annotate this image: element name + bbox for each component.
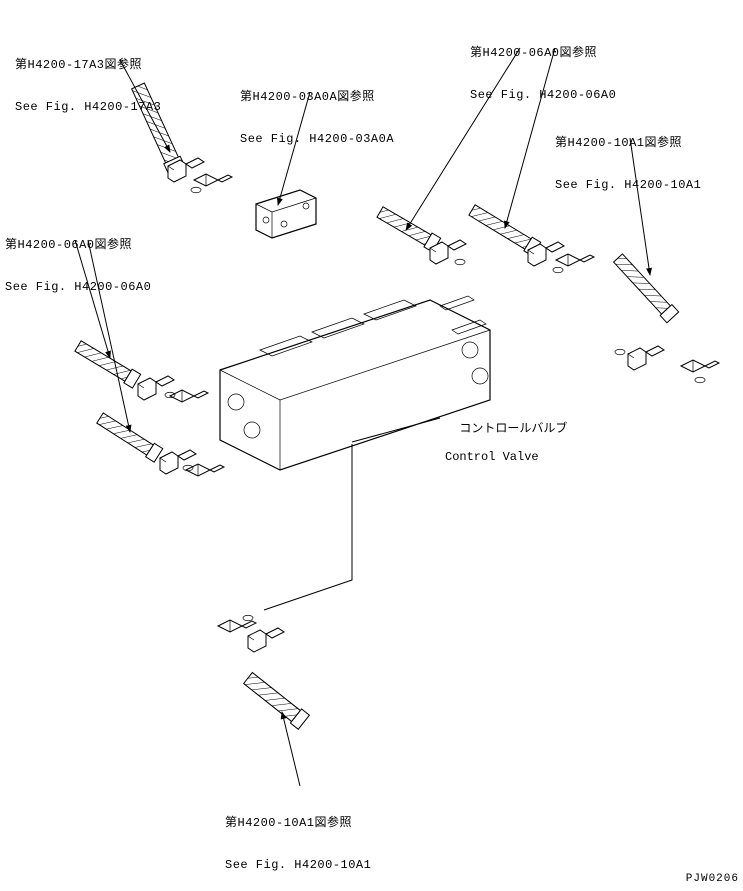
label-top-right-06a0-jp: 第H4200-06A0図参照 (470, 46, 616, 60)
label-bottom-10a1: 第H4200-10A1図参照 See Fig. H4200-10A1 (225, 788, 371, 886)
label-bottom-10a1-jp: 第H4200-10A1図参照 (225, 816, 371, 830)
label-top-left-jp: 第H4200-17A3図参照 (15, 58, 161, 72)
o-rings (165, 187, 705, 621)
label-top-right-10a1: 第H4200-10A1図参照 See Fig. H4200-10A1 (555, 108, 701, 206)
straight-fittings (170, 174, 719, 632)
center-annotation: コントロールバルブ Control Valve (445, 408, 567, 478)
label-top-left: 第H4200-17A3図参照 See Fig. H4200-17A3 (15, 30, 161, 128)
label-top-left-en: See Fig. H4200-17A3 (15, 100, 161, 114)
label-top-mid-en: See Fig. H4200-03A0A (240, 132, 394, 146)
center-annotation-leader (352, 418, 440, 442)
slice-block (256, 190, 316, 238)
center-annotation-jp: コントロールバルブ (459, 422, 567, 436)
center-annotation-en: Control Valve (445, 450, 567, 464)
label-top-mid: 第H4200-03A0A図参照 See Fig. H4200-03A0A (240, 62, 394, 160)
label-top-right-06a0-en: See Fig. H4200-06A0 (470, 88, 616, 102)
drawing-code: PJW0206 (686, 873, 739, 885)
label-top-right-06a0: 第H4200-06A0図参照 See Fig. H4200-06A0 (470, 18, 616, 116)
label-top-mid-jp: 第H4200-03A0A図参照 (240, 90, 394, 104)
label-left-06a0-jp: 第H4200-06A0図参照 (5, 238, 151, 252)
bottom-long-leader (264, 444, 352, 610)
drawing-code-text: PJW0206 (686, 873, 739, 885)
label-top-right-10a1-en: See Fig. H4200-10A1 (555, 178, 701, 192)
label-top-right-10a1-jp: 第H4200-10A1図参照 (555, 136, 701, 150)
label-left-06a0: 第H4200-06A0図参照 See Fig. H4200-06A0 (5, 210, 151, 308)
label-left-06a0-en: See Fig. H4200-06A0 (5, 280, 151, 294)
elbow-fittings (138, 158, 664, 652)
label-bottom-10a1-en: See Fig. H4200-10A1 (225, 858, 371, 872)
